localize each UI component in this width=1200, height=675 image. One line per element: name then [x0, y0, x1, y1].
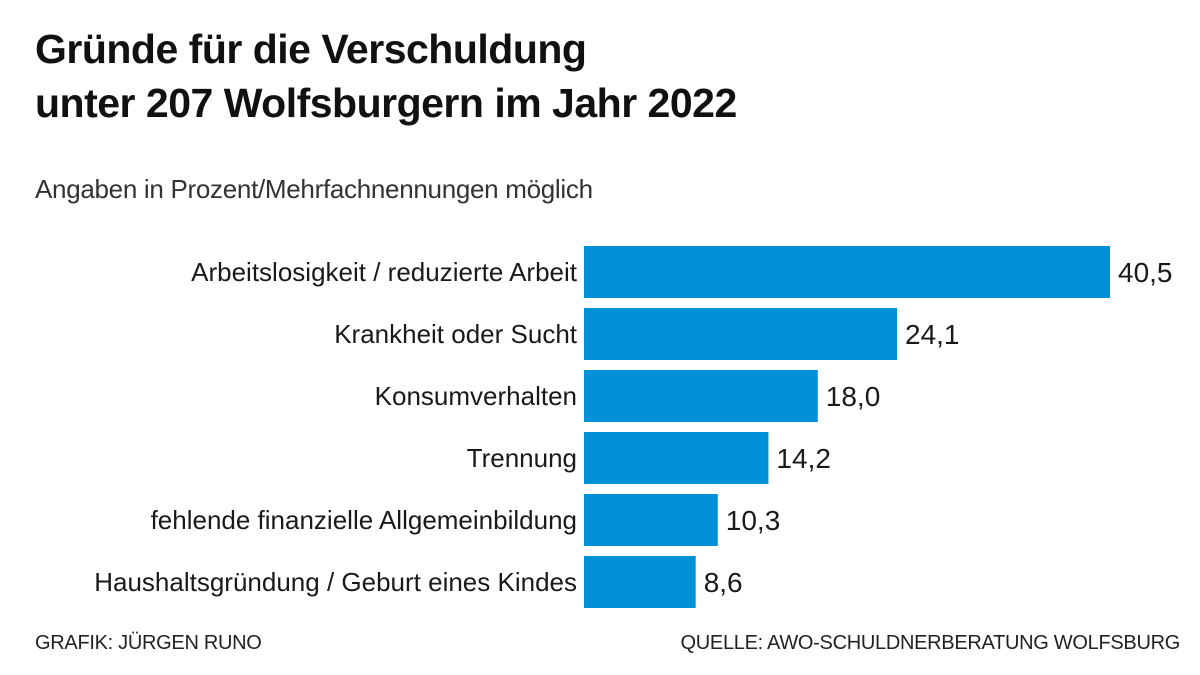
- value-label: 24,1: [905, 319, 960, 350]
- bar: [584, 308, 898, 360]
- bar: [584, 246, 1110, 298]
- chart-subtitle: Angaben in Prozent/Mehrfachnennungen mög…: [35, 174, 593, 204]
- bar: [584, 370, 818, 422]
- bar: [584, 432, 769, 484]
- category-label: Arbeitslosigkeit / reduzierte Arbeit: [191, 257, 578, 287]
- bar: [584, 556, 696, 608]
- category-label: fehlende finanzielle Allgemeinbildung: [151, 505, 577, 535]
- credit: GRAFIK: JÜRGEN RUNO: [35, 632, 262, 654]
- bar: [584, 494, 718, 546]
- source: QUELLE: AWO-SCHULDNERBERATUNG WOLFSBURG: [680, 632, 1181, 654]
- value-label: 14,2: [776, 443, 831, 474]
- chart-title: Gründe für die Verschuldung unter 207 Wo…: [35, 22, 737, 130]
- category-label: Haushaltsgründung / Geburt eines Kindes: [94, 567, 577, 597]
- title-line-2: unter 207 Wolfsburgern im Jahr 2022: [35, 80, 737, 126]
- value-label: 40,5: [1118, 257, 1173, 288]
- category-label: Konsumverhalten: [375, 381, 577, 411]
- category-label: Trennung: [467, 443, 577, 473]
- value-label: 18,0: [826, 381, 881, 412]
- value-label: 8,6: [704, 567, 743, 598]
- title-line-1: Gründe für die Verschuldung: [35, 26, 587, 72]
- category-label: Krankheit oder Sucht: [334, 319, 578, 349]
- value-label: 10,3: [726, 505, 781, 536]
